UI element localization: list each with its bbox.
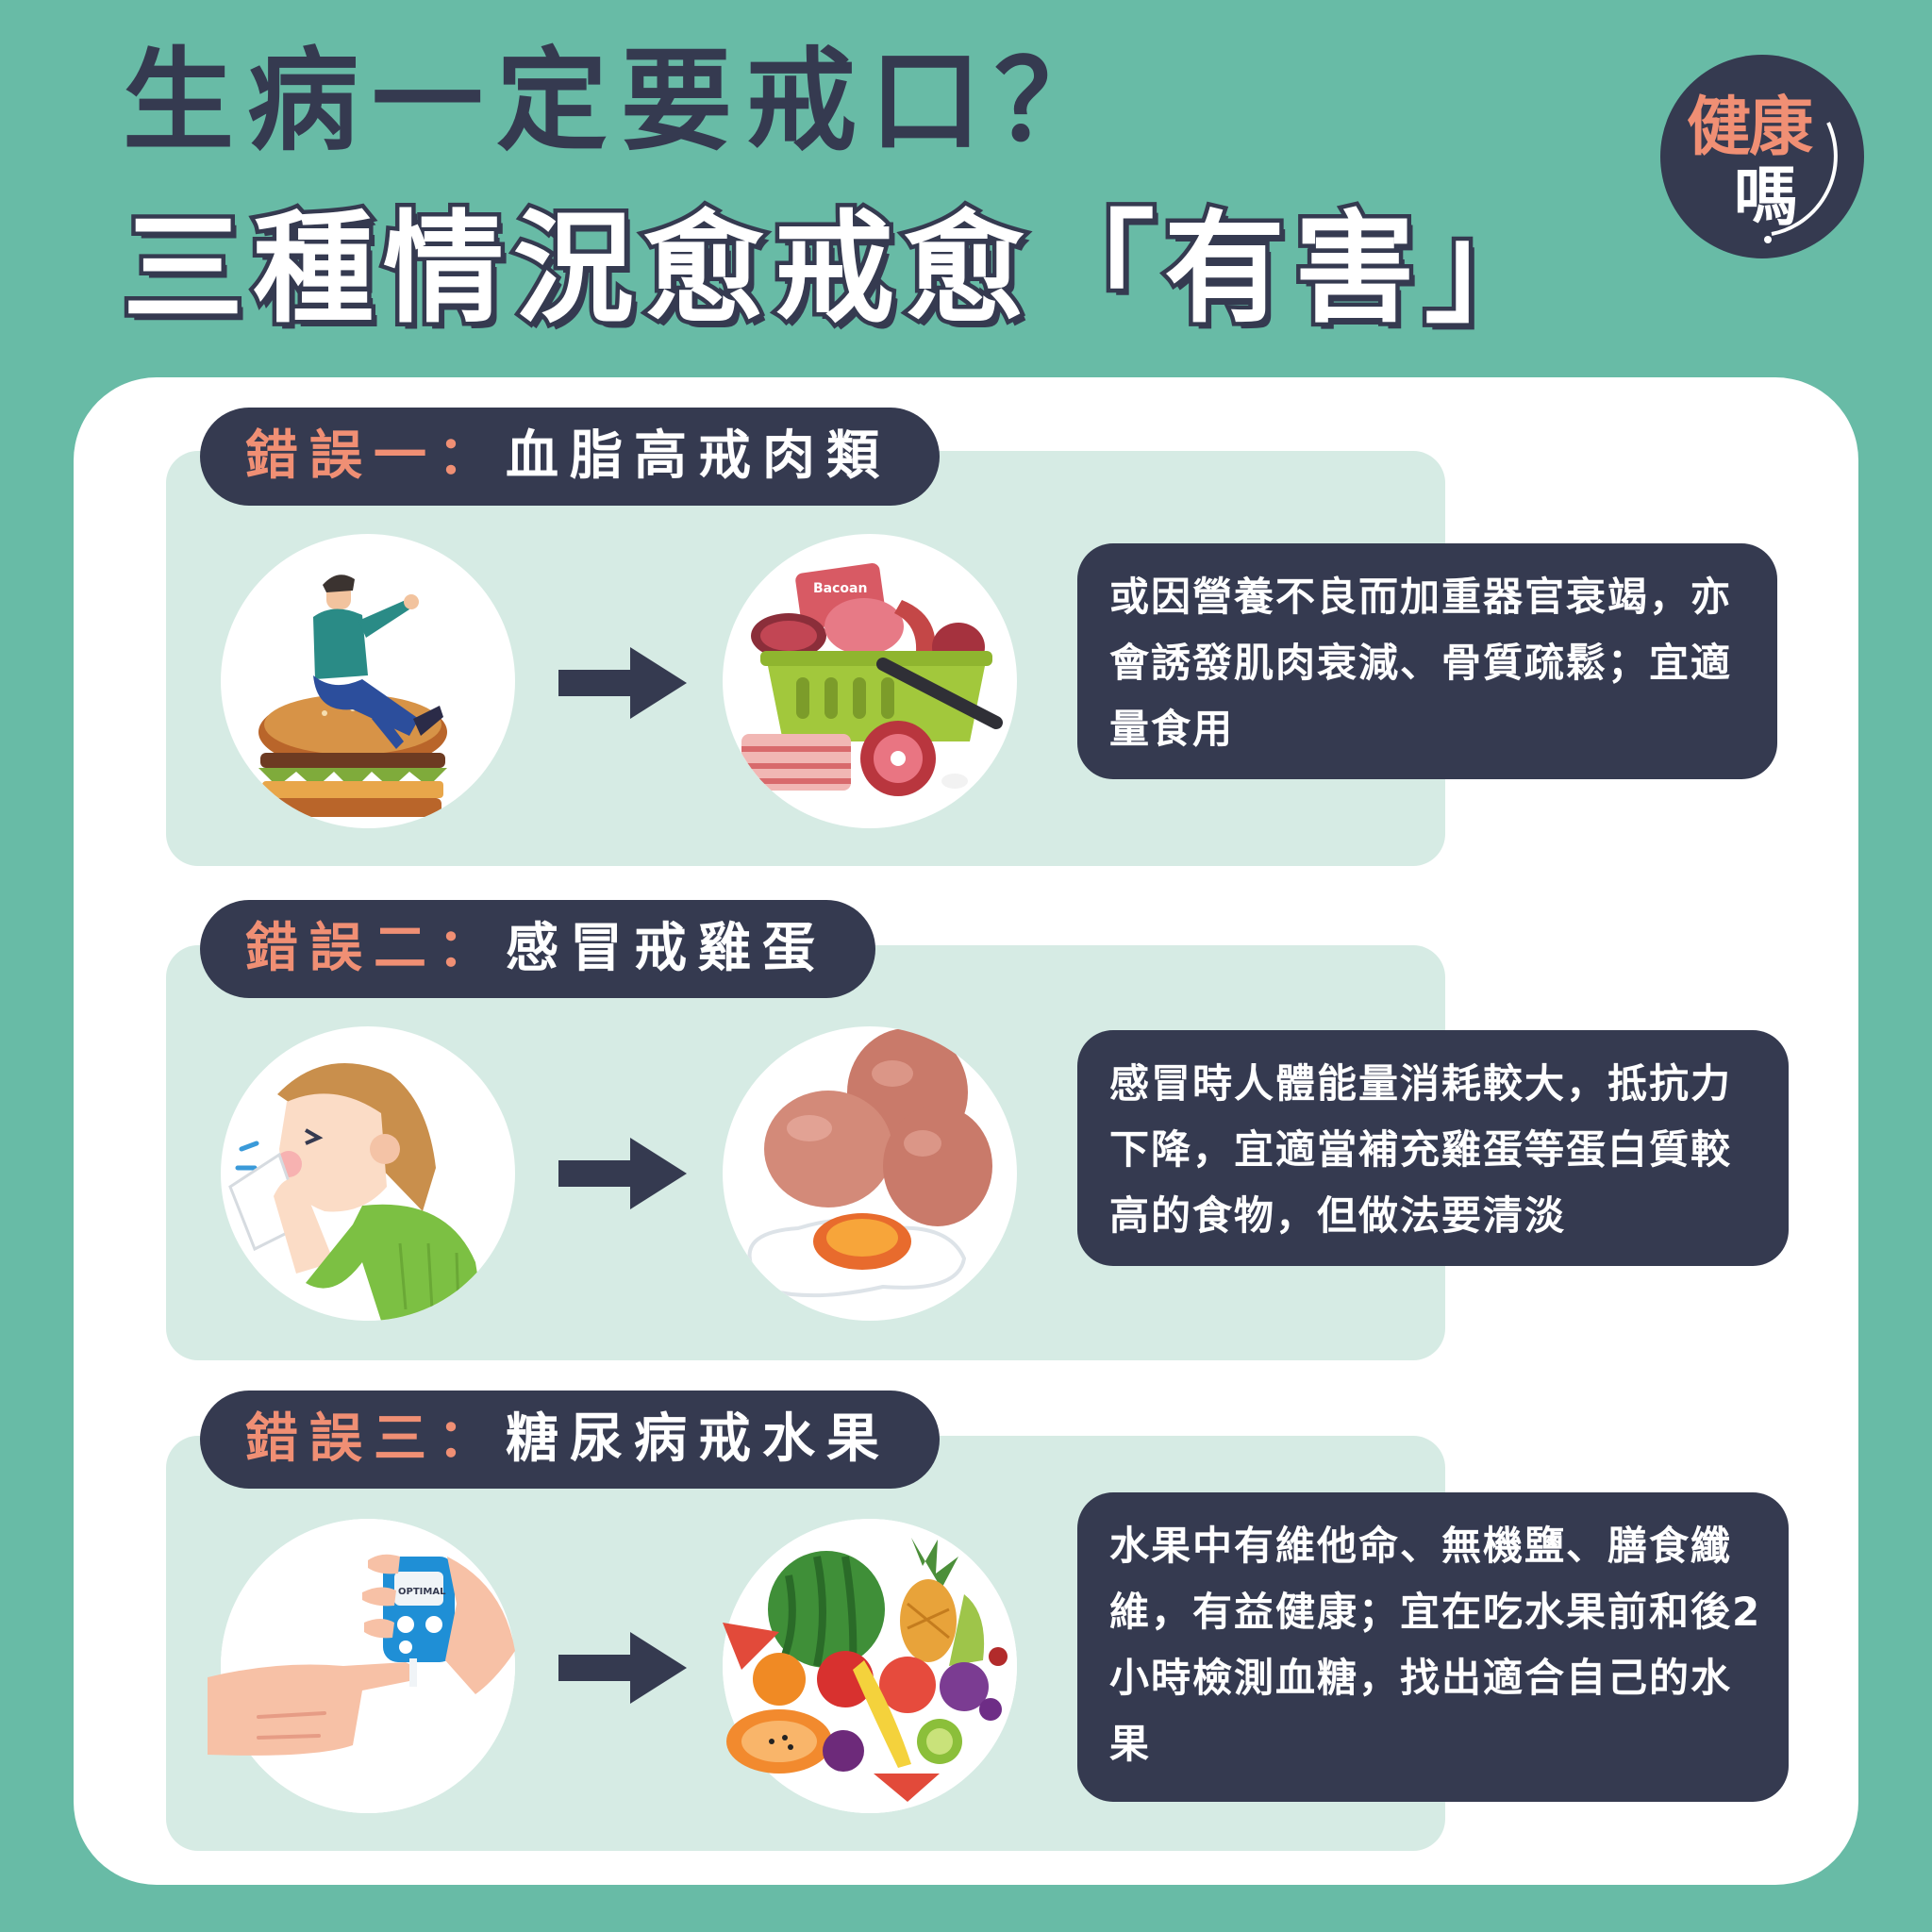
logo-ring-icon: [1764, 122, 1838, 243]
mistake-label: 錯誤三：: [245, 1408, 502, 1470]
mistake-title: 糖尿病戒水果: [506, 1408, 891, 1470]
meter-screen-label: OPTIMAL: [398, 1587, 446, 1597]
mistake-label: 錯誤一：: [245, 425, 502, 487]
logo-text-1: 健康: [1687, 91, 1813, 165]
section-heading-1: 錯誤一： 血脂高戒肉類: [200, 408, 940, 506]
info-box-3: 水果中有維他命、無機鹽、膳食纖維，有益健康；宜在吃水果前和後2小時檢測血糖，找出…: [1077, 1492, 1789, 1802]
mistake-label: 錯誤二：: [245, 918, 502, 979]
mistake-title: 感冒戒雞蛋: [506, 918, 826, 979]
info-box-1: 或因營養不良而加重器官衰竭，亦會誘發肌肉衰減、骨質疏鬆；宜適量食用: [1077, 543, 1777, 779]
bacon-label: Bacoan: [813, 581, 867, 596]
fruit-pile-icon: [723, 1519, 1017, 1813]
brand-logo: 健康 嗎: [1660, 55, 1864, 258]
logo-text-2: 嗎: [1734, 160, 1799, 235]
mistake-title: 血脂高戒肉類: [506, 425, 891, 487]
headline-main: 三種情況愈戒愈「有害」: [118, 199, 1556, 340]
arrow-right-icon: [558, 647, 687, 719]
info-box-2: 感冒時人體能量消耗較大，抵抗力下降，宜適當補充雞蛋等蛋白質較高的食物，但做法要清…: [1077, 1030, 1789, 1266]
man-on-burger-icon: [221, 534, 515, 828]
headline-question: 生病一定要戒口？: [123, 36, 1120, 166]
arrow-right-icon: [558, 1632, 687, 1704]
section-heading-2: 錯誤二： 感冒戒雞蛋: [200, 900, 875, 998]
sneezing-woman-icon: [221, 1026, 515, 1321]
glucose-meter-icon: OPTIMAL: [208, 1519, 515, 1813]
arrow-right-icon: [558, 1138, 687, 1209]
eggs-icon: [723, 1026, 1017, 1321]
meat-basket-icon: Bacoan: [723, 534, 1017, 828]
section-heading-3: 錯誤三： 糖尿病戒水果: [200, 1391, 940, 1489]
